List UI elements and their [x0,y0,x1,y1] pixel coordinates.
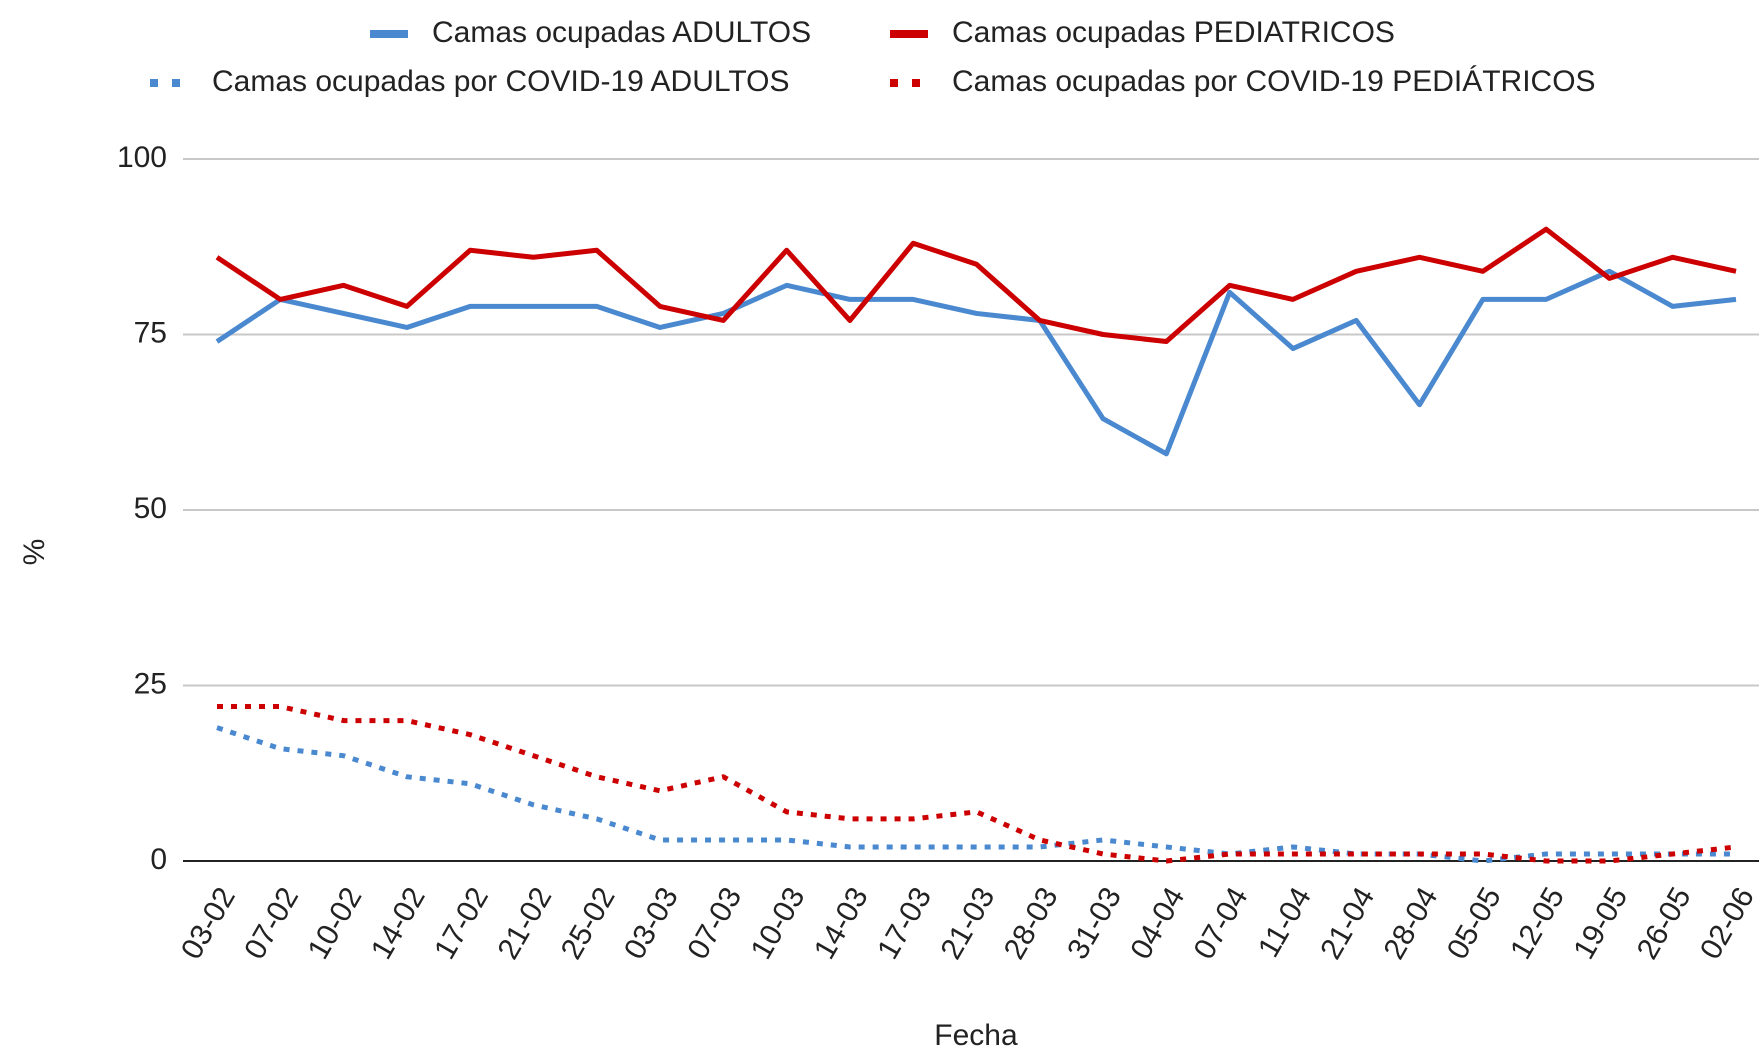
x-tick-label: 21-03 [934,882,1001,965]
x-tick-label: 17-02 [428,882,495,965]
x-tick-label: 28-04 [1378,882,1445,965]
y-tick-label: 75 [134,316,167,349]
x-tick-label: 07-02 [238,882,305,965]
x-tick-label: 02-06 [1694,882,1759,965]
legend-label: Camas ocupadas ADULTOS [432,16,811,49]
x-axis-label: Fecha [934,1019,1018,1051]
y-tick-label: 50 [134,492,167,525]
x-tick-label: 17-03 [871,882,938,965]
legend-label: Camas ocupadas por COVID-19 ADULTOS [212,65,789,98]
x-tick-label: 12-05 [1504,882,1571,965]
x-tick-label: 10-03 [745,882,812,965]
x-tick-label: 28-03 [998,882,1065,965]
series-line [215,226,1737,345]
x-tick-label: 14-02 [365,882,432,965]
x-tick-label: 14-03 [808,882,875,965]
x-tick-label: 21-02 [491,882,558,965]
series-line [216,725,1736,864]
x-tick-label: 05-05 [1441,882,1508,965]
series-line [215,268,1737,457]
x-tick-label: 03-03 [618,882,685,965]
x-tick-label: 04-04 [1124,882,1191,965]
x-tick-label: 07-03 [681,882,748,965]
x-tick-label: 21-04 [1314,882,1381,965]
x-tick-label: 26-05 [1631,882,1698,965]
x-tick-label: 11-04 [1252,882,1318,963]
legend-label: Camas ocupadas PEDIATRICOS [952,16,1395,49]
x-tick-label: 31-03 [1061,882,1128,965]
series-line [217,704,1737,864]
y-tick-label: 100 [117,141,167,174]
x-tick-label: 10-02 [302,882,369,965]
x-tick-label: 19-05 [1567,882,1634,965]
x-tick-label: 03-02 [175,882,242,965]
x-tick-label: 07-04 [1188,882,1255,965]
y-tick-label: 0 [150,843,167,876]
y-tick-label: 25 [134,667,167,700]
legend-label: Camas ocupadas por COVID-19 PEDIÁTRICOS [952,65,1596,98]
y-axis-label: % [18,539,51,566]
x-tick-label: 25-02 [555,882,622,965]
